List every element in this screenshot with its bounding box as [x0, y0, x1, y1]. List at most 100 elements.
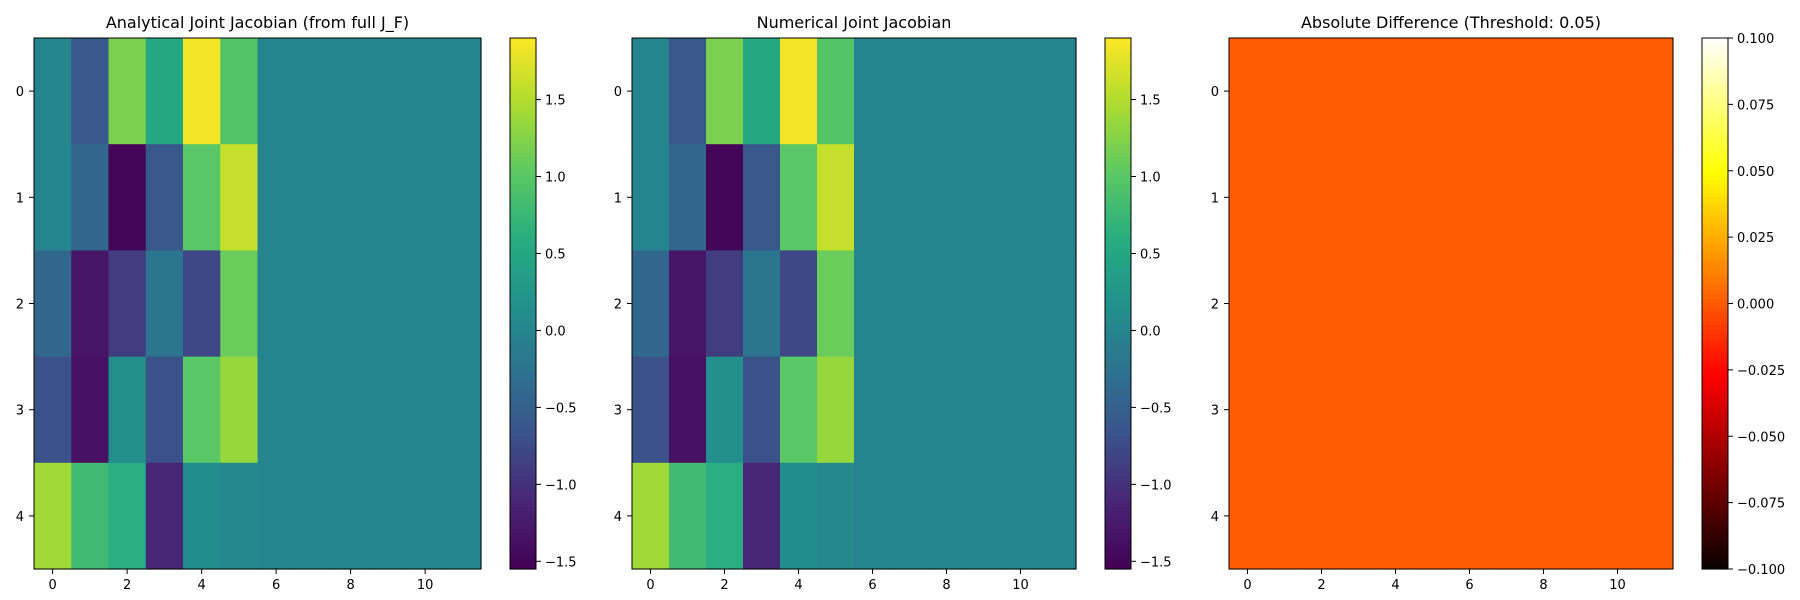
colorbar-segment — [1702, 245, 1728, 251]
colorbar-segment — [510, 254, 536, 260]
heatmap-cell — [369, 144, 408, 251]
x-tick-label: 8 — [346, 578, 354, 593]
heatmap-cell — [108, 462, 147, 570]
colorbar-segment — [1105, 201, 1131, 207]
colorbar-segment — [510, 316, 536, 322]
colorbar-segment — [1105, 436, 1131, 442]
colorbar-tick-label: 0.025 — [1737, 231, 1774, 246]
colorbar-segment — [1105, 396, 1131, 402]
heatmap-cell — [108, 38, 147, 145]
colorbar-segment — [1105, 268, 1131, 274]
heatmap-cell — [965, 356, 1003, 464]
heatmap-cell — [669, 250, 707, 358]
colorbar-segment — [1105, 144, 1131, 150]
colorbar-segment — [510, 489, 536, 495]
colorbar-segment — [510, 307, 536, 313]
heatmap-cell — [891, 144, 929, 251]
heatmap-cell — [71, 462, 110, 570]
colorbar-segment — [1105, 290, 1131, 296]
heatmap-cell — [332, 356, 370, 464]
colorbar-segment — [510, 347, 536, 353]
colorbar-segment — [1702, 144, 1728, 150]
colorbar-segment — [510, 179, 536, 185]
heatmap-cell — [1377, 38, 1415, 145]
colorbar-segment — [510, 144, 536, 150]
colorbar-segment — [510, 378, 536, 384]
colorbar-segment — [1105, 418, 1131, 424]
colorbar-segment — [1702, 365, 1728, 371]
colorbar-segment — [510, 259, 536, 265]
colorbar-segment — [510, 330, 536, 336]
y-tick-label: 2 — [16, 298, 24, 313]
colorbar-segment — [510, 338, 536, 344]
heatmap-cell — [1377, 462, 1415, 570]
x-tick-label: 0 — [646, 578, 654, 593]
colorbar-segment — [1702, 175, 1728, 181]
heatmap-panel-2: Numerical Joint Jacobian 0 2 4 6 8 10 0 1 2 3 4 −1.5… — [614, 13, 1172, 593]
colorbar-segment — [1702, 462, 1728, 468]
colorbar-segment — [510, 175, 536, 181]
colorbar-segment — [1702, 502, 1728, 508]
colorbar-segment — [1105, 64, 1131, 70]
colorbar-segment — [510, 188, 536, 194]
colorbar-segment — [1105, 232, 1131, 238]
colorbar-frame — [509, 37, 537, 570]
colorbar-segment — [510, 268, 536, 274]
heatmap-cell — [257, 144, 296, 251]
colorbar-segment — [1702, 77, 1728, 83]
colorbar-segment — [1702, 418, 1728, 424]
colorbar-segment — [510, 431, 536, 437]
heatmap-cell — [1340, 144, 1378, 251]
colorbar-segment — [1702, 290, 1728, 296]
colorbar-segment — [1702, 201, 1728, 207]
colorbar-segment — [1702, 153, 1728, 159]
colorbar-segment — [1702, 241, 1728, 247]
colorbar-segment — [1105, 299, 1131, 305]
colorbar-segment — [1105, 414, 1131, 420]
heatmap-cell — [443, 356, 482, 464]
heatmap-cell — [780, 250, 818, 358]
colorbar-segment — [1702, 564, 1728, 570]
colorbar-segment — [1105, 228, 1131, 234]
colorbar-segment — [1105, 321, 1131, 327]
colorbar-segment — [510, 148, 536, 154]
colorbar-segment — [510, 276, 536, 282]
heatmap-cell — [332, 144, 370, 251]
colorbar-segment — [1702, 188, 1728, 194]
heatmap-cell — [817, 38, 855, 145]
colorbar-segment — [1702, 334, 1728, 340]
colorbar-segment — [510, 374, 536, 380]
colorbar-segment — [1702, 161, 1728, 167]
colorbar-segment — [1702, 409, 1728, 415]
colorbar-segment — [1105, 113, 1131, 119]
colorbar-segment — [510, 192, 536, 198]
colorbar-segment — [1105, 533, 1131, 539]
colorbar-segment — [1702, 268, 1728, 274]
colorbar-segment — [1702, 157, 1728, 163]
colorbar-segment — [1105, 330, 1131, 336]
heatmap-cell — [406, 250, 445, 358]
colorbar-segment — [1105, 449, 1131, 455]
heatmap-panel-1: Analytical Joint Jacobian (from full J_F… — [16, 13, 577, 593]
colorbar-segment — [510, 223, 536, 229]
colorbar-segment — [1702, 392, 1728, 398]
colorbar-segment — [510, 139, 536, 145]
colorbar-segment — [1702, 130, 1728, 136]
colorbar-tick-label: −1.5 — [1140, 555, 1172, 570]
heatmap-cell — [332, 38, 370, 145]
heatmap-cell — [928, 250, 966, 358]
heatmap-cell — [891, 356, 929, 464]
colorbar-segment — [1105, 51, 1131, 57]
heatmap-cell — [183, 250, 221, 358]
heatmap-cell — [1340, 462, 1378, 570]
colorbar-segment — [1105, 409, 1131, 415]
colorbar-segment — [1105, 325, 1131, 331]
heatmap-cell — [220, 38, 259, 145]
y-tick-label: 2 — [614, 298, 622, 313]
heatmap-cell — [1414, 356, 1452, 464]
colorbar-segment — [510, 294, 536, 300]
colorbar-segment — [510, 555, 536, 561]
heatmap-cell — [34, 356, 72, 464]
heatmap-cell — [1562, 250, 1600, 358]
colorbar-segment — [510, 303, 536, 309]
